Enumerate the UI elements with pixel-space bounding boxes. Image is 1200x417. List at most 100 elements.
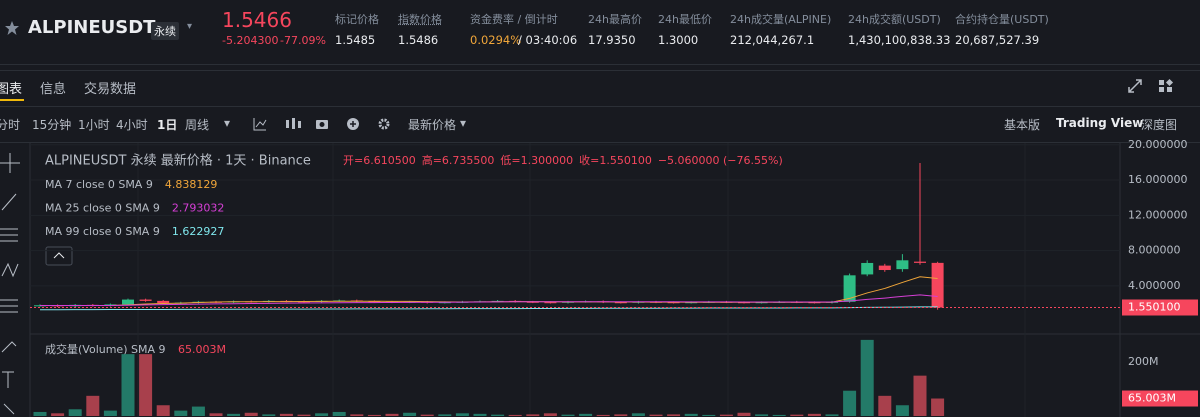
tab[interactable]: 信息 xyxy=(40,82,67,97)
volume-bar xyxy=(367,414,381,416)
last-volume-tag xyxy=(1122,390,1198,407)
star-icon[interactable] xyxy=(4,20,20,36)
candle-body xyxy=(843,275,856,302)
volume-bar xyxy=(702,414,716,416)
volume-value: 65.003M xyxy=(178,343,226,356)
stat-value: 1,430,100,838.33 xyxy=(848,33,951,47)
more-caret[interactable]: ▾ xyxy=(224,116,231,130)
stat-value: 212,044,267.1 xyxy=(730,33,815,47)
volume-bar xyxy=(262,414,276,416)
collapse-icon xyxy=(53,252,65,259)
volume-bar xyxy=(931,398,945,416)
interval[interactable]: 4小时 xyxy=(116,118,148,132)
tab[interactable]: 交易数据 xyxy=(84,82,137,97)
tab-icons[interactable] xyxy=(1127,78,1187,94)
volume-bar xyxy=(420,414,434,416)
ma-legend-value: 1.622927 xyxy=(172,225,225,238)
ma-line xyxy=(40,294,938,306)
candle-body xyxy=(544,302,557,304)
candle-body xyxy=(614,302,627,304)
interval-active[interactable]: 1日 xyxy=(157,118,178,132)
view-option[interactable]: 基本版 xyxy=(1004,118,1041,132)
ma-line xyxy=(40,276,938,306)
candle-body xyxy=(931,262,944,308)
drawing-tools[interactable] xyxy=(0,153,20,415)
volume-bar xyxy=(579,413,593,416)
vertical-grid xyxy=(137,143,1026,417)
y-tick-label: 12.000000 xyxy=(1128,208,1188,221)
volume-bar xyxy=(860,339,874,416)
volume-bar xyxy=(244,412,258,416)
ohlc-legend: −5.060000 (−76.55%) xyxy=(658,154,783,167)
countdown: / 03:40:06 xyxy=(518,33,578,47)
divider xyxy=(0,142,1200,143)
view-option-active[interactable]: Trading View xyxy=(1056,116,1144,130)
y-tick-label: 8.000000 xyxy=(1128,244,1181,257)
volume-bar xyxy=(315,413,329,416)
ma-legend: MA 7 close 0 SMA 9 xyxy=(45,178,153,191)
ohlc-legend: 开=6.610500 xyxy=(343,154,416,167)
stat-label: 24h最低价 xyxy=(658,13,712,26)
candle-body xyxy=(122,299,134,305)
ma-legend: MA 99 close 0 SMA 9 xyxy=(45,225,160,238)
candle-body xyxy=(878,265,891,271)
volume-bar xyxy=(403,412,417,416)
header-bar xyxy=(0,0,1200,65)
stat-value: 20,687,527.39 xyxy=(955,33,1040,47)
volume-bar xyxy=(68,409,82,416)
ma-legend-value: 4.838129 xyxy=(165,178,218,191)
volume-bar xyxy=(103,410,117,416)
interval[interactable]: 周线 xyxy=(185,118,210,132)
interval[interactable]: 1小时 xyxy=(78,118,110,132)
last-price-tag xyxy=(1122,299,1198,316)
volume-bar xyxy=(297,414,311,416)
volume-bar xyxy=(350,414,364,416)
volume-bar xyxy=(790,414,804,416)
volume-bar xyxy=(508,414,522,416)
tab-active[interactable]: 图表 xyxy=(0,82,23,97)
stat-label[interactable]: 指数价格 xyxy=(398,13,442,26)
price-type[interactable]: 最新价格 xyxy=(408,118,457,132)
stat-label[interactable]: 合约持仓量(USDT) xyxy=(955,13,1049,26)
view-option[interactable]: 深度图 xyxy=(1141,118,1178,132)
interval[interactable]: 分时 xyxy=(0,118,21,132)
volume-bar xyxy=(209,413,223,416)
candle-body xyxy=(914,261,926,263)
volume-bar xyxy=(843,390,857,416)
toolbar-icons[interactable] xyxy=(252,116,397,132)
stat-label: 24h成交量(ALPINE) xyxy=(730,13,832,26)
interval[interactable]: 15分钟 xyxy=(32,118,72,132)
volume-bar xyxy=(33,411,47,416)
volume-tick-label: 200M xyxy=(1128,355,1159,368)
collapse-button[interactable] xyxy=(45,246,73,266)
stat-label: 资金费率 / 倒计时 xyxy=(470,13,558,26)
tab-underline xyxy=(0,99,24,101)
volume-bar xyxy=(684,413,698,416)
stat-label: 24h最高价 xyxy=(588,13,642,26)
ohlc-legend: 高=6.735500 xyxy=(422,153,495,167)
volume-bar xyxy=(543,413,557,416)
volume-bar xyxy=(385,413,399,416)
price-change-pct: -77.09% xyxy=(280,34,326,47)
symbol[interactable]: ALPINEUSDT xyxy=(28,17,156,38)
stat-value: 1.5486 xyxy=(398,33,439,47)
price-type-caret[interactable]: ▾ xyxy=(460,116,467,130)
volume-bar xyxy=(561,414,575,416)
volume-bar xyxy=(614,414,628,416)
ohlc-legend: 低=1.300000 xyxy=(500,154,573,167)
volume-bar xyxy=(279,413,293,416)
volume-bar xyxy=(755,414,769,416)
volume-bar xyxy=(772,414,786,416)
stat-label: 24h成交额(USDT) xyxy=(848,13,941,26)
volume-bar xyxy=(649,414,663,416)
ohlc-legend: 收=1.550100 xyxy=(579,153,652,167)
volume-bar xyxy=(895,405,909,416)
volume-bar xyxy=(913,375,927,416)
volume-bar xyxy=(139,354,153,416)
volume-bar xyxy=(455,413,469,416)
ma-legend-value: 2.793032 xyxy=(172,202,225,215)
candle-body xyxy=(368,301,381,303)
last-price: 1.5466 xyxy=(222,8,292,32)
dropdown-caret[interactable]: ▾ xyxy=(187,21,193,32)
